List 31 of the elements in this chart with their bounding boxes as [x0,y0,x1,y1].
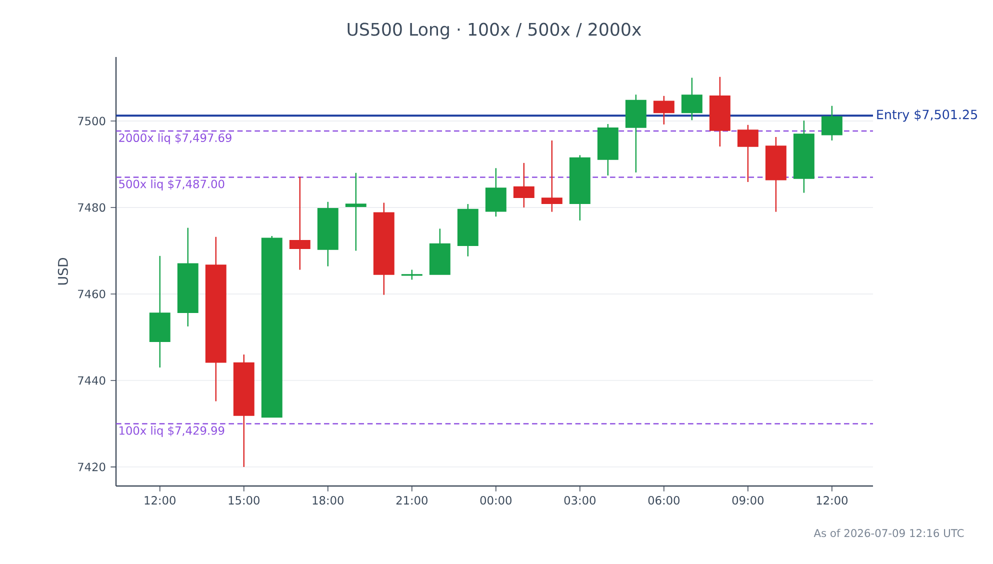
y-tick-label: 7480 [78,203,106,212]
y-tick-label: 7420 [78,462,106,472]
candlestick [485,168,506,218]
ref-line-label: 2000x liq $7,497.69 [119,133,232,144]
chart-title: US500 Long · 100x / 500x / 2000x [348,22,642,40]
candlestick [821,105,842,142]
candlestick [681,77,702,121]
y-tick-label: 7500 [78,116,106,126]
x-tick-label: 00:00 [480,496,512,505]
x-tick-label: 18:00 [312,496,344,505]
candlestick [513,162,534,208]
x-tick-label: 12:00 [144,496,176,505]
x-tick-label: 21:00 [396,496,428,505]
y-tick-label: 7460 [78,290,106,298]
x-tick-label: 15:00 [228,496,260,505]
x-tick-label: 09:00 [732,496,764,505]
candlestick [345,172,366,252]
x-tick-label: 12:00 [816,496,848,505]
candlestick [401,269,422,280]
ref-line-label: Entry $7,501.25 [877,109,978,122]
candlestick [289,176,310,270]
y-tick-label: 7440 [78,376,106,385]
candlestick [541,140,562,212]
candlestick [737,124,758,183]
ref-line-label: 500x liq $7,487.00 [119,179,224,190]
ref-line-label: 100x liq $7,429.99 [120,426,224,437]
y-axis-title: USD [58,258,68,285]
x-tick-label: 03:00 [564,496,596,505]
x-tick-label: 06:00 [648,496,680,505]
text: As of 2026-07-09 12:16 UTC [814,528,964,538]
candlestick [653,95,674,126]
